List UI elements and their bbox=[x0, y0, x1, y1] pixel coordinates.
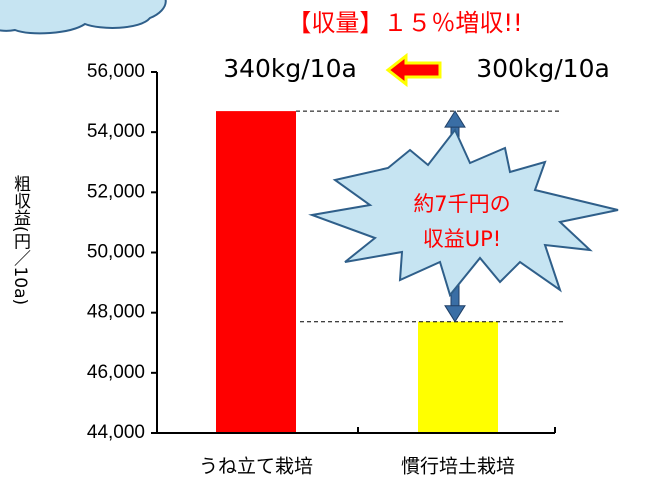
callout-text: 収益UP! bbox=[423, 227, 501, 251]
y-tick-label: 44,000 bbox=[87, 422, 145, 443]
y-tick-label: 50,000 bbox=[87, 242, 145, 263]
bar bbox=[418, 321, 498, 433]
yield-label: 300kg/10a bbox=[476, 54, 610, 83]
x-tick-label: 慣行培土栽培 bbox=[401, 456, 515, 477]
arrow-head bbox=[444, 305, 466, 323]
x-tick-label: うね立て栽培 bbox=[199, 456, 313, 477]
y-tick-label: 56,000 bbox=[87, 61, 145, 82]
cloud bbox=[0, 0, 167, 35]
title: 【収量】１５％増収!! bbox=[287, 9, 522, 37]
callout-text: 約7千円の bbox=[413, 192, 510, 216]
y-tick-label: 48,000 bbox=[87, 302, 145, 323]
bar bbox=[216, 111, 296, 433]
arrow-left bbox=[385, 52, 442, 88]
yield-label: 340kg/10a bbox=[223, 54, 357, 83]
y-tick-label: 54,000 bbox=[87, 121, 145, 142]
y-tick-label: 52,000 bbox=[87, 181, 145, 202]
y-axis-label: 粗収益(円／10a) bbox=[10, 175, 31, 305]
arrow-head bbox=[444, 110, 466, 128]
y-tick-label: 46,000 bbox=[87, 362, 145, 383]
starburst bbox=[308, 128, 619, 298]
